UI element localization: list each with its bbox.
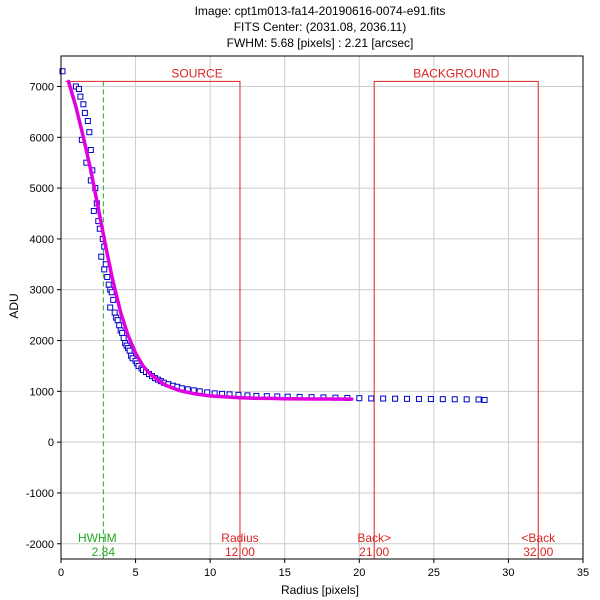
- sample-point: [111, 309, 118, 316]
- fit-curve-layer: [66, 79, 354, 401]
- sample-point: [114, 317, 121, 324]
- x-tick-label: 10: [204, 567, 216, 579]
- x-tick-label: 25: [428, 567, 440, 579]
- sample-point: [404, 395, 411, 402]
- x-tick-label: 5: [133, 567, 139, 579]
- sample-point: [439, 396, 446, 403]
- y-tick-label: 2000: [30, 336, 54, 348]
- background-label: BACKGROUND: [413, 66, 499, 80]
- x-axis-label: Radius [pixels]: [281, 583, 359, 597]
- hwhm-value: 2.84: [92, 545, 116, 559]
- sample-point: [108, 289, 115, 296]
- x-tick-label: 0: [58, 567, 64, 579]
- sample-point: [463, 396, 470, 403]
- sample-point: [126, 347, 133, 354]
- sample-point: [415, 395, 422, 402]
- title-line-image: Image: cpt1m013-fa14-20190616-0074-e91.f…: [195, 4, 446, 18]
- sample-point: [77, 93, 84, 100]
- sample-point: [475, 396, 482, 403]
- sample-point: [356, 395, 363, 402]
- radius-value: 12.00: [225, 545, 255, 559]
- sample-point: [86, 129, 93, 136]
- back-outer-label: <Back: [521, 531, 556, 545]
- y-axis-label: ADU: [7, 293, 21, 318]
- sample-point: [427, 396, 434, 403]
- sample-point: [84, 118, 91, 125]
- sample-point: [110, 296, 117, 303]
- sample-point: [368, 395, 375, 402]
- radius-label: Radius: [221, 531, 258, 545]
- sample-point: [59, 68, 66, 75]
- background-annulus-line: [373, 80, 539, 559]
- x-tick-label: 30: [502, 567, 514, 579]
- sample-point: [380, 395, 387, 402]
- y-tick-label: 0: [48, 437, 54, 449]
- sample-point: [105, 281, 112, 288]
- source-label: SOURCE: [171, 66, 222, 80]
- y-tick-label: -2000: [26, 539, 54, 551]
- x-tick-label: 20: [353, 567, 365, 579]
- sample-point: [481, 396, 488, 403]
- sample-point: [120, 334, 127, 341]
- grid-lines: [60, 56, 584, 559]
- plot-frame: [60, 55, 584, 560]
- sample-point: [104, 274, 111, 281]
- back-inner-label: Back>: [357, 531, 391, 545]
- title-line-center: FITS Center: (2031.08, 2036.11): [234, 20, 407, 34]
- y-tick-label: -1000: [26, 488, 54, 500]
- y-tick-label: 3000: [30, 285, 54, 297]
- source-aperture-line: [65, 80, 241, 559]
- y-tick-label: 7000: [30, 81, 54, 93]
- y-tick-label: 4000: [30, 234, 54, 246]
- sample-point: [451, 396, 458, 403]
- hwhm-label: HWHM: [78, 531, 117, 545]
- sample-point: [98, 253, 105, 260]
- sample-point: [101, 266, 108, 273]
- sample-point: [81, 109, 88, 116]
- y-tick-label: 5000: [30, 183, 54, 195]
- back-inner-value: 21.00: [359, 545, 389, 559]
- y-tick-label: 1000: [30, 386, 54, 398]
- x-tick-label: 35: [577, 567, 589, 579]
- pixel-samples: [59, 68, 488, 403]
- y-tick-label: 6000: [30, 132, 54, 144]
- sample-point: [119, 329, 126, 336]
- sample-point: [90, 207, 97, 214]
- sample-point: [116, 322, 123, 329]
- axis-ticks: 0 5 10 15 20 25 30 35 -2000 -1000 0 1000 2000 3000 400…: [26, 81, 589, 579]
- x-tick-label: 15: [279, 567, 291, 579]
- fit-curve: [66, 79, 354, 401]
- sample-point: [80, 101, 87, 108]
- sample-point: [107, 304, 114, 311]
- sample-point: [87, 146, 94, 153]
- sample-point: [392, 395, 399, 402]
- back-outer-value: 32.00: [523, 545, 553, 559]
- sample-point: [75, 86, 82, 93]
- title-line-fwhm: FWHM: 5.68 [pixels] : 2.21 [arcsec]: [227, 36, 414, 50]
